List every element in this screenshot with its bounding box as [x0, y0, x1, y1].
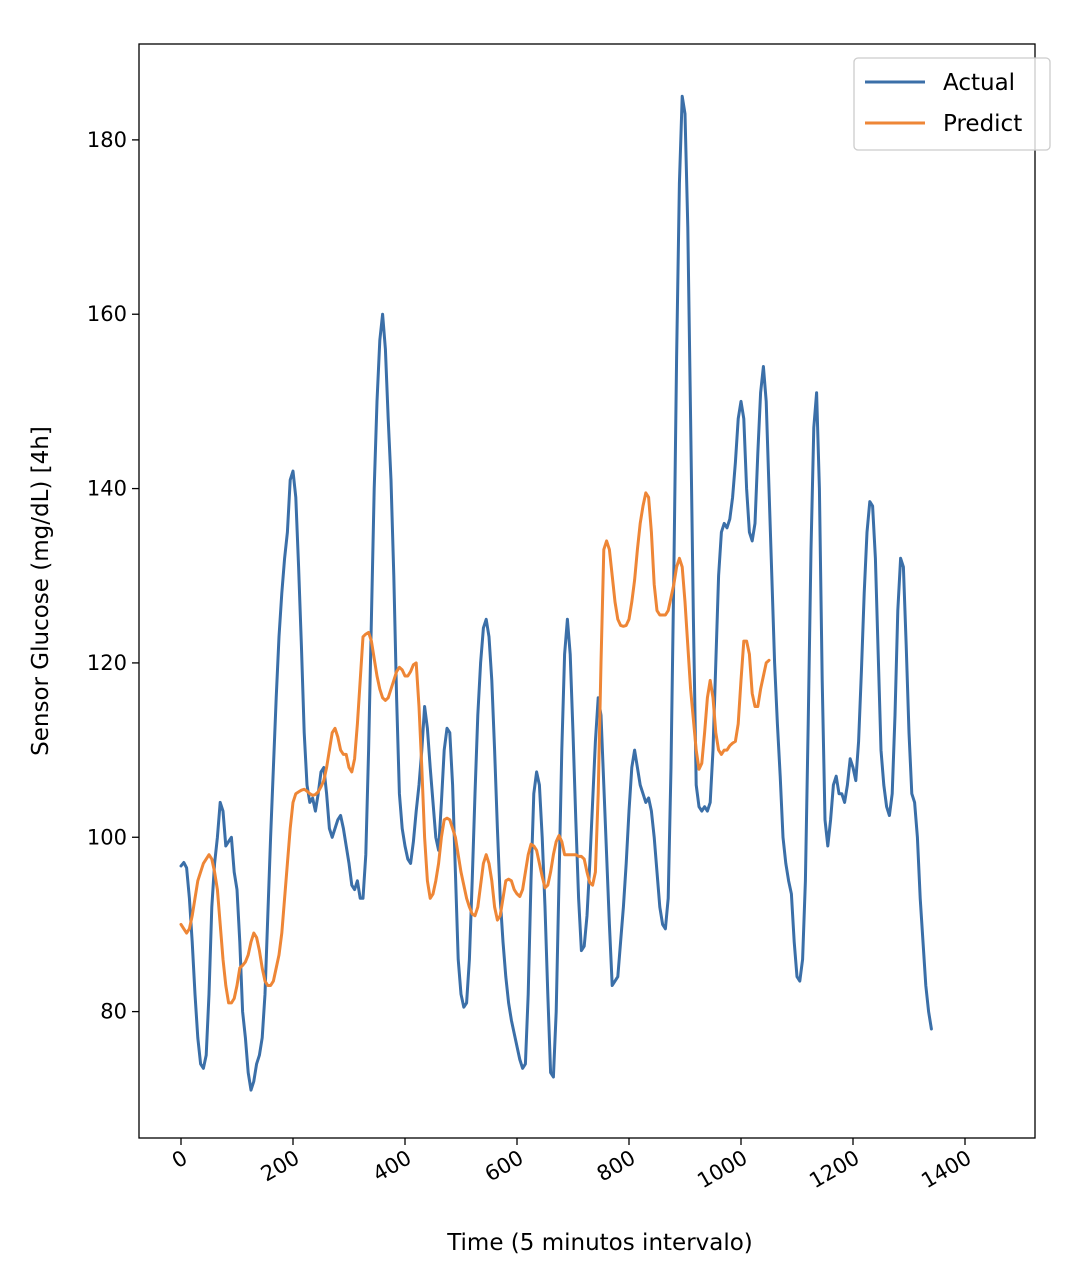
- series-line-actual: [179, 94, 933, 1092]
- y-tick-label: 140: [87, 477, 127, 501]
- y-axis-ticks: 80 100 120 140 160 180: [87, 128, 139, 1024]
- legend: Actual Predict: [853, 57, 1051, 151]
- x-axis-label: Time (5 minutos intervalo): [446, 1230, 753, 1256]
- plot-frame: [138, 43, 1036, 1139]
- y-tick-label: 160: [87, 302, 127, 326]
- y-tick-label: 80: [100, 1000, 127, 1024]
- legend-label-actual: Actual: [943, 70, 1015, 96]
- y-axis-label: Sensor Glucose (mg/dL) [4h]: [28, 426, 54, 756]
- y-tick-label: 120: [87, 651, 127, 675]
- legend-label-predict: Predict: [943, 111, 1022, 137]
- y-tick-label: 100: [87, 825, 127, 849]
- series-line-predict: [179, 491, 771, 1005]
- y-tick-label: 180: [87, 128, 127, 152]
- series-layer: [179, 94, 933, 1092]
